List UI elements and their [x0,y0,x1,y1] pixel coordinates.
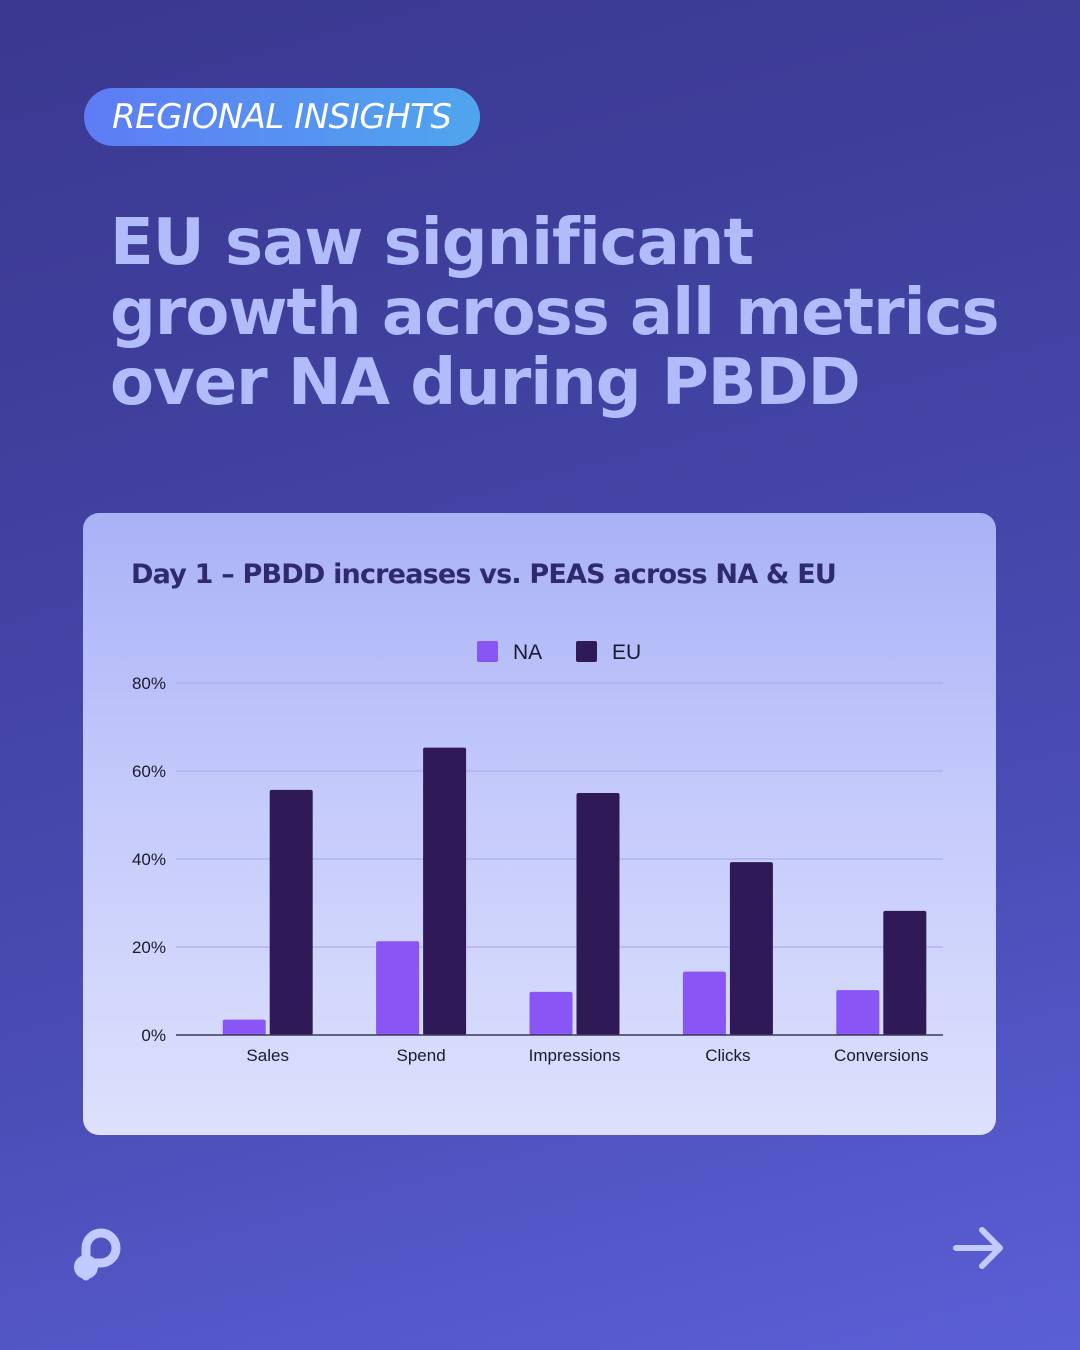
y-tick-label: 20% [132,938,166,957]
legend-swatch-na [477,641,498,662]
y-tick-label: 60% [132,762,166,781]
bar-na-clicks [682,971,726,1035]
bar-eu-sales [269,789,313,1035]
bar-chart: 0% 20% 40% 60% 80% Sales Spend Impressions Clic… [132,641,943,1065]
bar-eu-conversions [883,910,927,1035]
bar-eu-spend [423,747,467,1035]
legend-label-na: NA [513,641,542,664]
y-tick-label: 0% [141,1026,166,1045]
bar-eu-clicks [729,862,773,1035]
x-tick-label: Spend [397,1046,446,1065]
legend-label-eu: EU [612,641,641,664]
bar-na-impressions [529,991,573,1035]
chart-card: Day 1 – PBDD increases vs. PEAS across N… [83,513,996,1135]
legend-swatch-eu [576,641,597,662]
bar-na-conversions [836,990,880,1035]
x-tick-label: Sales [246,1046,289,1065]
brand-logo-icon [74,1228,121,1281]
x-tick-label: Conversions [834,1046,929,1065]
y-tick-label: 40% [132,850,166,869]
bar-na-spend [376,941,420,1035]
headline-line-2: growth across all metrics [110,276,1000,350]
chart-title: Day 1 – PBDD increases vs. PEAS across N… [131,559,837,590]
legend: NA EU [477,641,641,664]
headline-line-1: EU saw significant [110,206,754,280]
section-badge: REGIONAL INSIGHTS [84,88,480,146]
y-tick-label: 80% [132,674,166,693]
bar-eu-impressions [576,793,620,1035]
x-axis-labels: Sales Spend Impressions Clicks Conversions [246,1046,928,1065]
headline: EU saw significant growth across all met… [110,208,1010,418]
bars [222,747,927,1035]
x-tick-label: Clicks [705,1046,750,1065]
y-axis-ticks: 0% 20% 40% 60% 80% [132,674,166,1045]
bar-na-sales [222,1019,266,1035]
x-tick-label: Impressions [529,1046,621,1065]
headline-line-3: over NA during PBDD [110,346,861,420]
arrow-right-icon[interactable] [952,1224,1008,1272]
